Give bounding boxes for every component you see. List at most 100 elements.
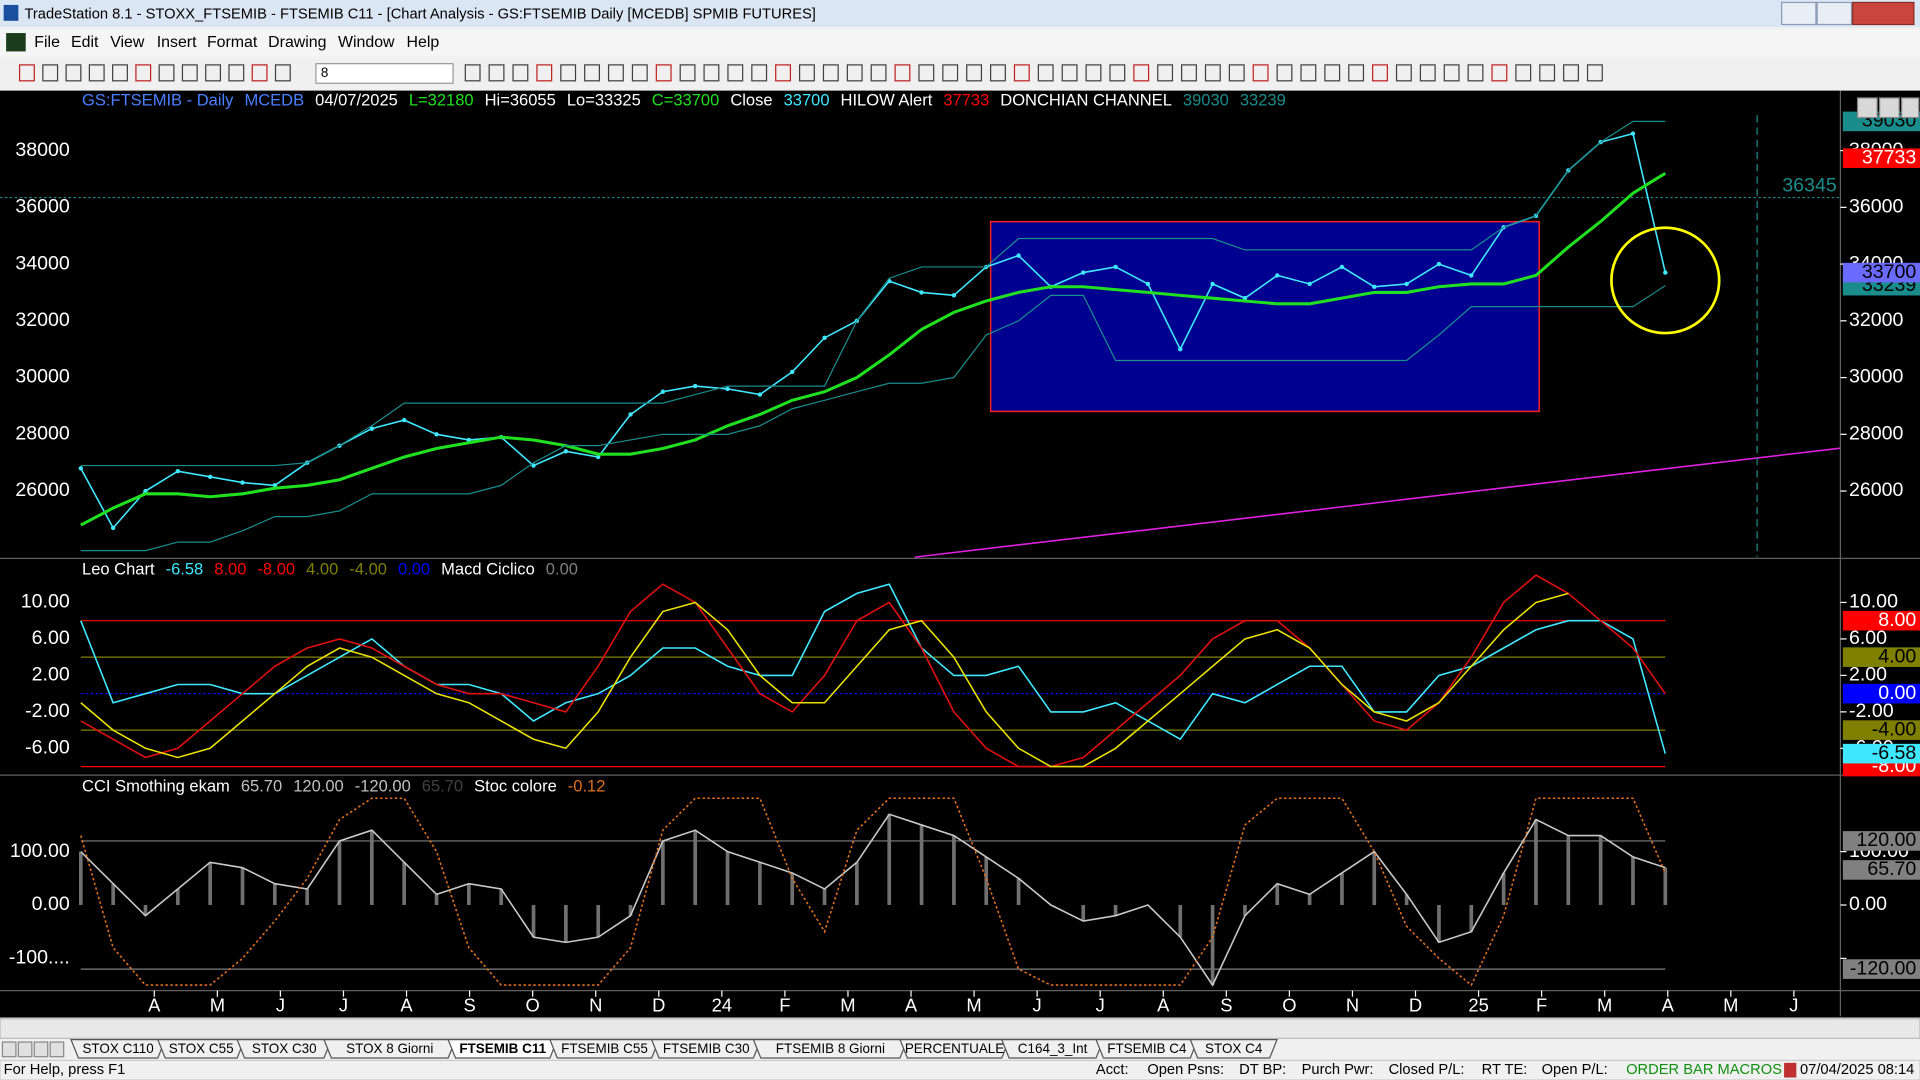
toolbar-icon[interactable] (1515, 64, 1532, 82)
menu-item[interactable]: File (34, 34, 60, 51)
toolbar-icon[interactable] (560, 64, 577, 82)
toolbar-icon[interactable] (1037, 64, 1054, 82)
toolbar-icon[interactable] (679, 64, 696, 82)
tab[interactable] (1095, 1038, 1199, 1059)
toolbar-icon[interactable] (1372, 64, 1388, 82)
toolbar-icon[interactable] (846, 64, 863, 82)
toolbar-icon[interactable] (1491, 64, 1508, 82)
toolbar-icon[interactable] (798, 64, 815, 82)
toolbar-icon[interactable] (1013, 64, 1030, 82)
menu-item[interactable]: Help (407, 34, 440, 51)
toolbar-icon[interactable] (18, 64, 35, 82)
toolbar-icon[interactable] (1157, 64, 1174, 82)
toolbar-icon[interactable] (822, 64, 839, 82)
tab-nav-button[interactable] (17, 1041, 33, 1058)
toolbar-icon[interactable] (1586, 64, 1603, 82)
toolbar-icon[interactable] (158, 64, 175, 82)
tab[interactable] (323, 1038, 457, 1059)
toolbar-icon[interactable] (251, 64, 268, 82)
toolbar-icon[interactable] (228, 64, 245, 82)
status-macros[interactable]: ORDER BAR MACROS (1626, 1062, 1782, 1078)
toolbar-icon[interactable] (464, 64, 481, 82)
toolbar-icon[interactable] (1276, 64, 1293, 82)
tab-nav-button[interactable] (49, 1041, 65, 1058)
toolbar-icon[interactable] (135, 64, 152, 82)
tab-label[interactable]: FTSEMIB C30 (663, 1041, 750, 1056)
menu-item[interactable]: Format (207, 34, 258, 51)
toolbar-icon[interactable] (775, 64, 792, 82)
tab-label[interactable]: STOX C110 (82, 1041, 153, 1056)
toolbar-icon[interactable] (870, 64, 887, 82)
toolbar-icon[interactable] (1300, 64, 1317, 82)
toolbar-icon[interactable] (1563, 64, 1579, 82)
toolbar-icon[interactable] (1181, 64, 1197, 82)
close-button[interactable] (1852, 1, 1915, 26)
tab[interactable] (650, 1038, 762, 1059)
tab[interactable] (447, 1038, 559, 1059)
toolbar-icon[interactable] (1324, 64, 1341, 82)
toolbar-icon[interactable] (703, 64, 720, 82)
toolbar-icon[interactable] (607, 64, 624, 82)
toolbar-icon[interactable] (1204, 64, 1221, 82)
scrollbar[interactable] (0, 1018, 1920, 1039)
tab[interactable] (752, 1038, 909, 1059)
toolbar-icon[interactable] (42, 64, 59, 82)
tab[interactable] (1000, 1038, 1105, 1059)
toolbar-icon[interactable] (88, 64, 105, 82)
toolbar-icon[interactable] (1109, 64, 1126, 82)
panel-button[interactable] (1901, 97, 1920, 119)
panel-button[interactable] (1856, 97, 1878, 119)
toolbar-icon[interactable] (1085, 64, 1102, 82)
minimize-button[interactable] (1781, 1, 1817, 26)
tab[interactable] (1189, 1038, 1278, 1059)
tab[interactable] (549, 1038, 660, 1059)
toolbar-icon[interactable] (181, 64, 198, 82)
tab-label[interactable]: STOX C30 (252, 1041, 317, 1056)
toolbar-icon[interactable] (1061, 64, 1078, 82)
toolbar-icon[interactable] (942, 64, 959, 82)
toolbar-icon[interactable] (584, 64, 600, 82)
toolbar-icon[interactable] (1228, 64, 1245, 82)
toolbar-icon[interactable] (894, 64, 911, 82)
maximize-button[interactable] (1816, 1, 1853, 26)
panel-button[interactable] (1878, 97, 1900, 119)
toolbar-icon[interactable] (1133, 64, 1150, 82)
toolbar-icon[interactable] (751, 64, 768, 82)
menu-item[interactable]: Edit (71, 34, 99, 51)
toolbar-icon[interactable] (1419, 64, 1436, 82)
toolbar-icon[interactable] (274, 64, 291, 82)
toolbar-icon[interactable] (1395, 64, 1412, 82)
tab-label[interactable]: FTSEMIB C55 (561, 1041, 648, 1056)
toolbar-icon[interactable] (631, 64, 648, 82)
tab-label[interactable]: FTSEMIB C11 (459, 1041, 546, 1056)
tab[interactable] (236, 1038, 333, 1059)
menu-item[interactable]: Drawing (268, 34, 326, 51)
menu-item[interactable]: Window (338, 34, 395, 51)
combo-box[interactable] (315, 63, 454, 84)
tab-nav-button[interactable] (1, 1041, 17, 1058)
toolbar-icon[interactable] (1252, 64, 1269, 82)
tab[interactable] (899, 1038, 1011, 1059)
menu-item[interactable]: Insert (157, 34, 197, 51)
tab-label[interactable]: C164_3_Int (1018, 1041, 1088, 1056)
toolbar-icon[interactable] (536, 64, 553, 82)
toolbar-icon[interactable] (1443, 64, 1460, 82)
toolbar-icon[interactable] (1467, 64, 1484, 82)
toolbar-icon[interactable] (1348, 64, 1365, 82)
tab[interactable] (70, 1038, 167, 1059)
toolbar-icon[interactable] (966, 64, 983, 82)
tab-label[interactable]: STOX 8 Giorni (346, 1041, 433, 1056)
tab[interactable] (156, 1038, 246, 1059)
toolbar-icon[interactable] (112, 64, 128, 82)
tab-label[interactable]: STOX C55 (169, 1041, 234, 1056)
toolbar-icon[interactable] (655, 64, 672, 82)
toolbar-icon[interactable] (918, 64, 935, 82)
toolbar-icon[interactable] (65, 64, 82, 82)
toolbar-icon[interactable] (512, 64, 529, 82)
toolbar-icon[interactable] (727, 64, 744, 82)
tab-label[interactable]: FTSEMIB C4 (1107, 1041, 1187, 1056)
toolbar-icon[interactable] (1539, 64, 1556, 82)
toolbar-icon[interactable] (205, 64, 222, 82)
tab-label[interactable]: PERCENTUALE (905, 1041, 1004, 1056)
tab-nav-button[interactable] (33, 1041, 49, 1058)
